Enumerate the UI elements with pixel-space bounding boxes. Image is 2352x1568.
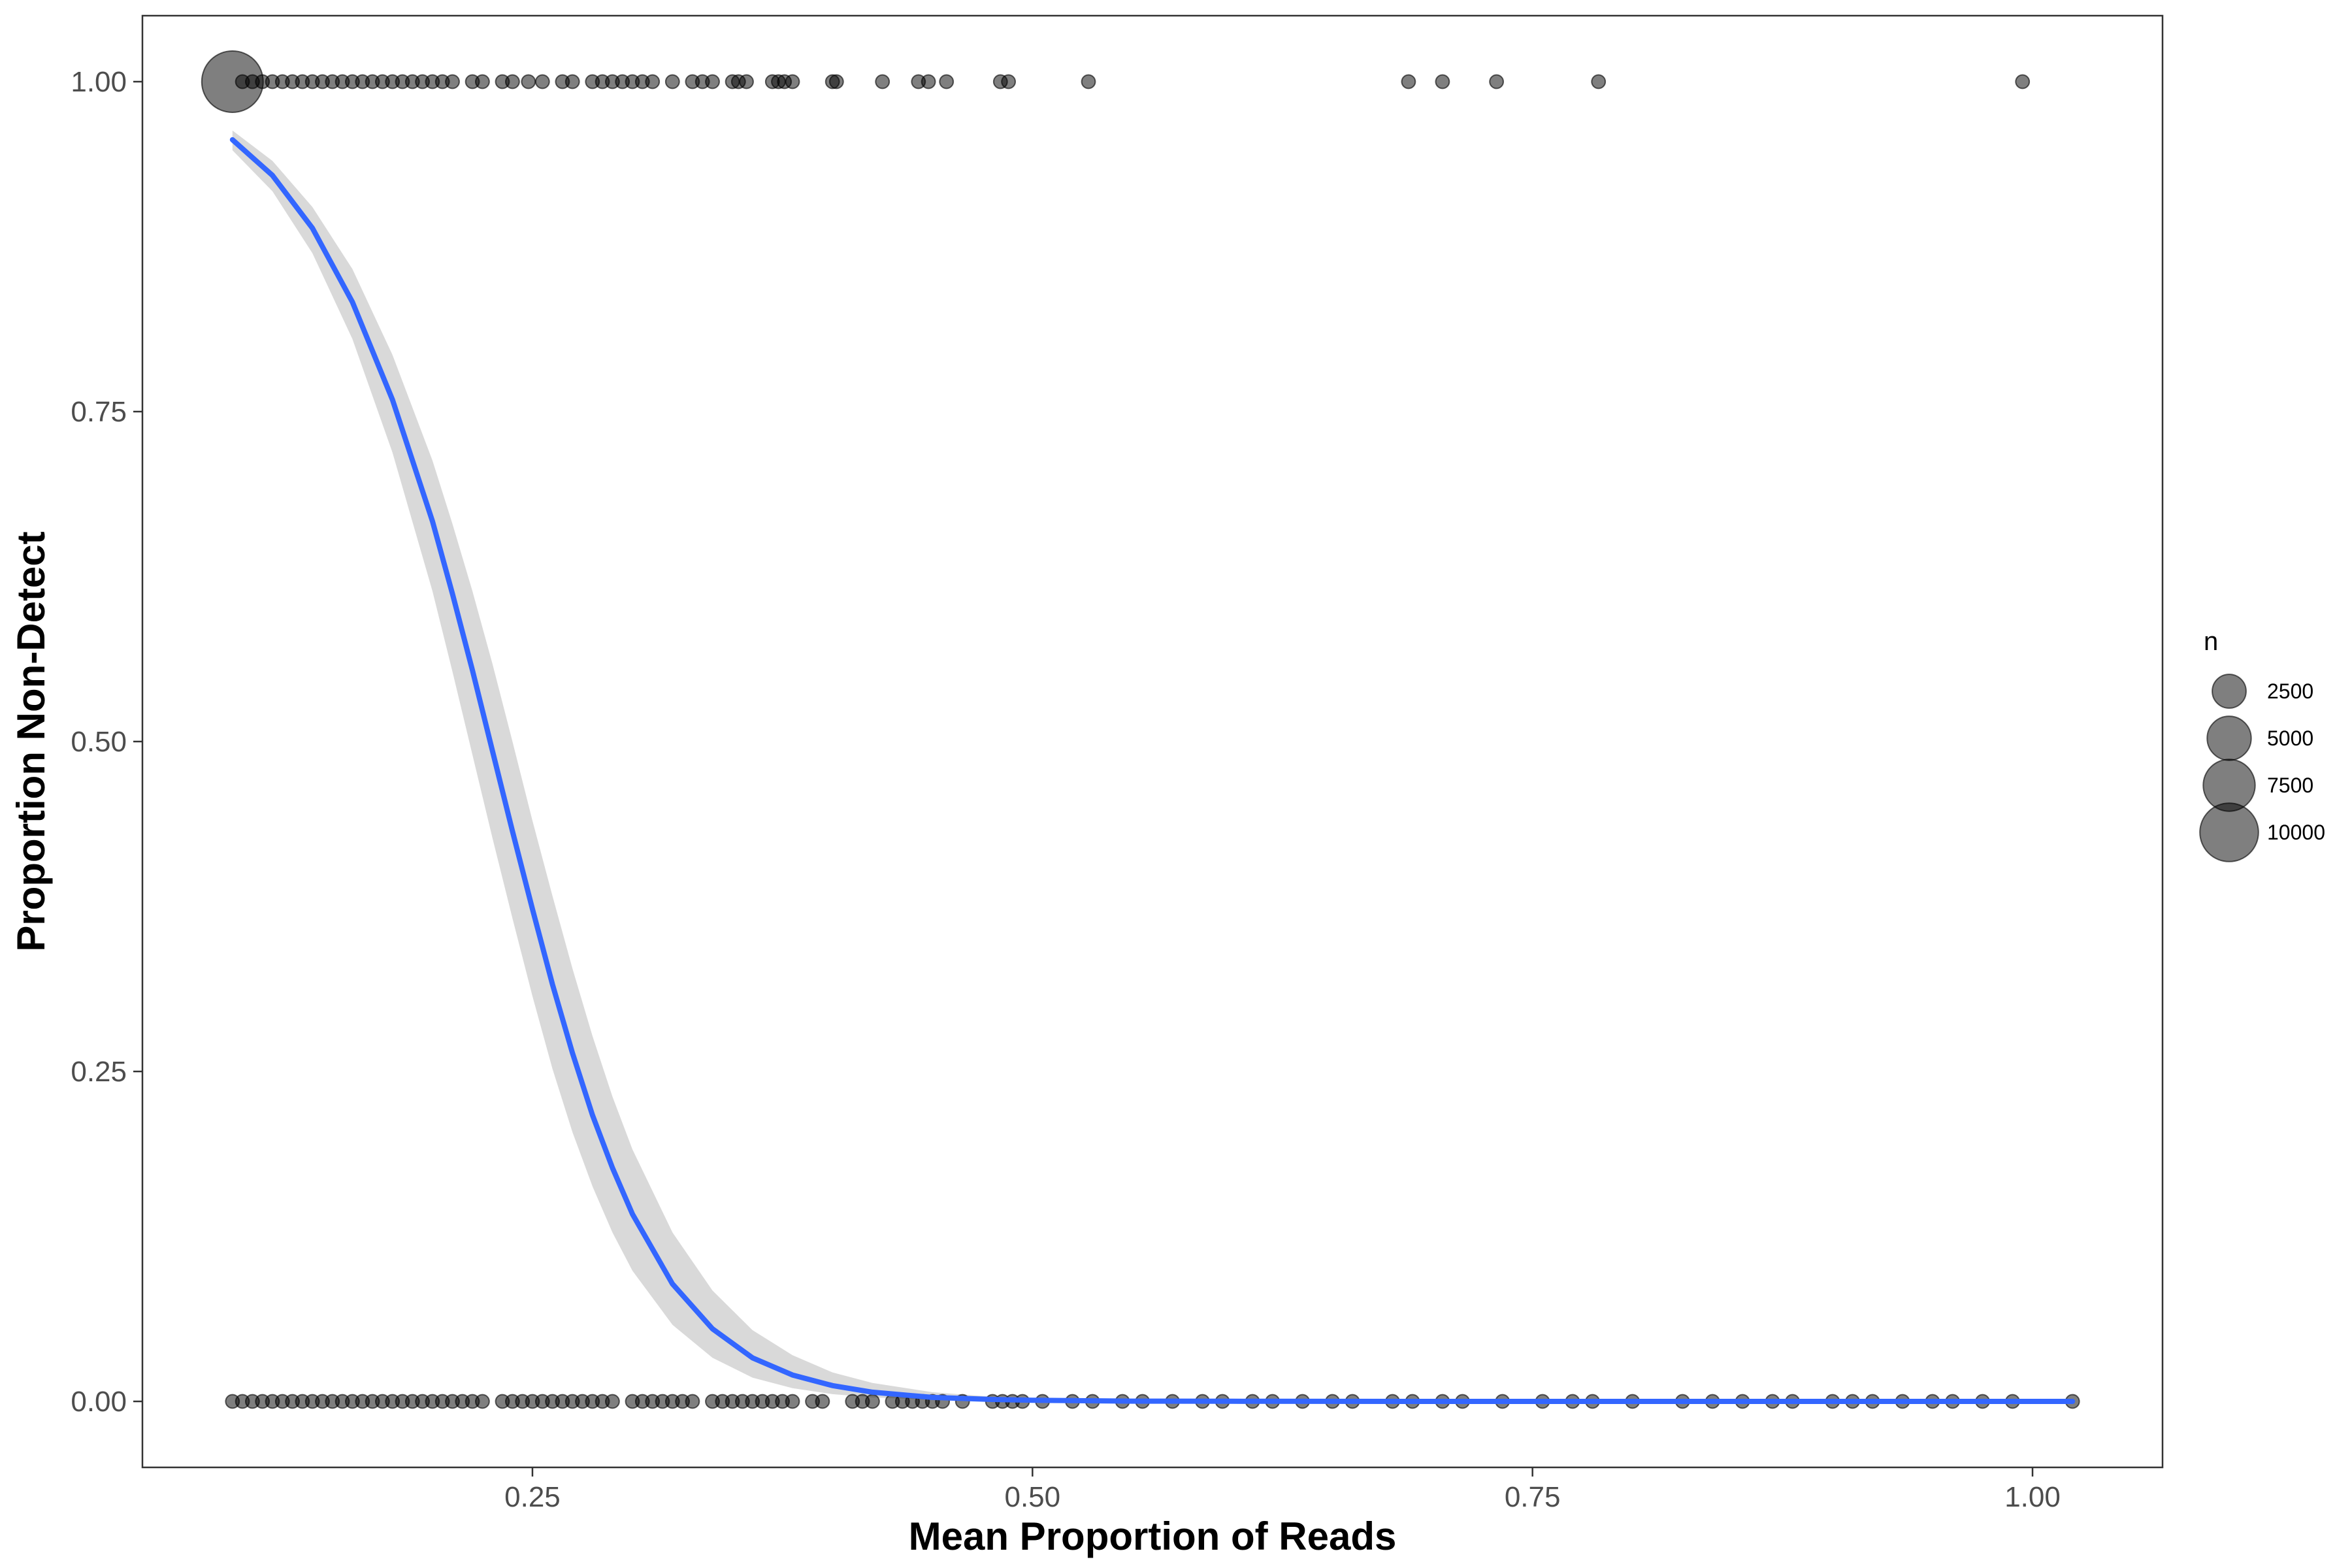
legend-entry-label: 10000 <box>2267 821 2325 844</box>
data-point <box>664 74 680 90</box>
data-point <box>1401 74 1416 90</box>
data-point <box>521 74 536 90</box>
x-axis: 0.25 0.50 0.75 1.00 <box>504 1467 2061 1513</box>
fit-line <box>229 137 2076 1404</box>
data-point <box>1081 74 1096 90</box>
x-tick-label: 1.00 <box>2004 1481 2061 1513</box>
x-axis-title: Mean Proportion of Reads <box>909 1514 1397 1558</box>
y-axis: 0.00 0.25 0.50 0.75 1.00 <box>71 66 142 1418</box>
data-point <box>705 74 720 90</box>
data-point <box>534 74 550 90</box>
data-point <box>1591 74 1607 90</box>
data-point <box>1489 74 1505 90</box>
data-point <box>939 74 955 90</box>
data-point <box>785 74 800 90</box>
data-point <box>785 1394 800 1409</box>
legend-key-circle <box>2206 715 2252 761</box>
y-tick-label: 1.00 <box>71 66 127 98</box>
data-point <box>445 74 460 90</box>
data-point <box>564 74 580 90</box>
data-point <box>505 74 520 90</box>
data-point <box>921 74 936 90</box>
y-tick-label: 0.25 <box>71 1056 127 1088</box>
legend: n 2500 5000 7500 10000 <box>2199 627 2325 862</box>
data-point <box>875 74 890 90</box>
data-point <box>645 74 661 90</box>
data-point <box>865 1394 880 1409</box>
legend-entry-label: 2500 <box>2267 679 2313 703</box>
data-point <box>685 1394 700 1409</box>
y-tick-label: 0.50 <box>71 726 127 758</box>
x-tick-label: 0.75 <box>1505 1481 1561 1513</box>
legend-key-circle <box>2199 802 2259 862</box>
legend-key-circle <box>2212 674 2247 709</box>
data-point <box>815 1394 830 1409</box>
data-point <box>1001 74 1016 90</box>
legend-title: n <box>2204 627 2218 656</box>
fit-line-layer <box>229 137 2076 1404</box>
y-axis-title: Proportion Non-Detect <box>9 531 53 951</box>
data-point <box>739 74 754 90</box>
legend-entry-label: 7500 <box>2267 774 2313 797</box>
data-point <box>2015 74 2031 90</box>
legend-entry-label: 5000 <box>2267 727 2313 750</box>
y-tick-label: 0.75 <box>71 396 127 428</box>
x-tick-label: 0.50 <box>1004 1481 1060 1513</box>
legend-keys: 2500 5000 7500 10000 <box>2199 674 2325 862</box>
data-point <box>605 1394 620 1409</box>
data-point <box>828 74 844 90</box>
data-point <box>1435 74 1450 90</box>
data-point <box>475 74 490 90</box>
data-point <box>475 1394 490 1409</box>
y-tick-label: 0.00 <box>71 1386 127 1418</box>
x-tick-label: 0.25 <box>504 1481 561 1513</box>
